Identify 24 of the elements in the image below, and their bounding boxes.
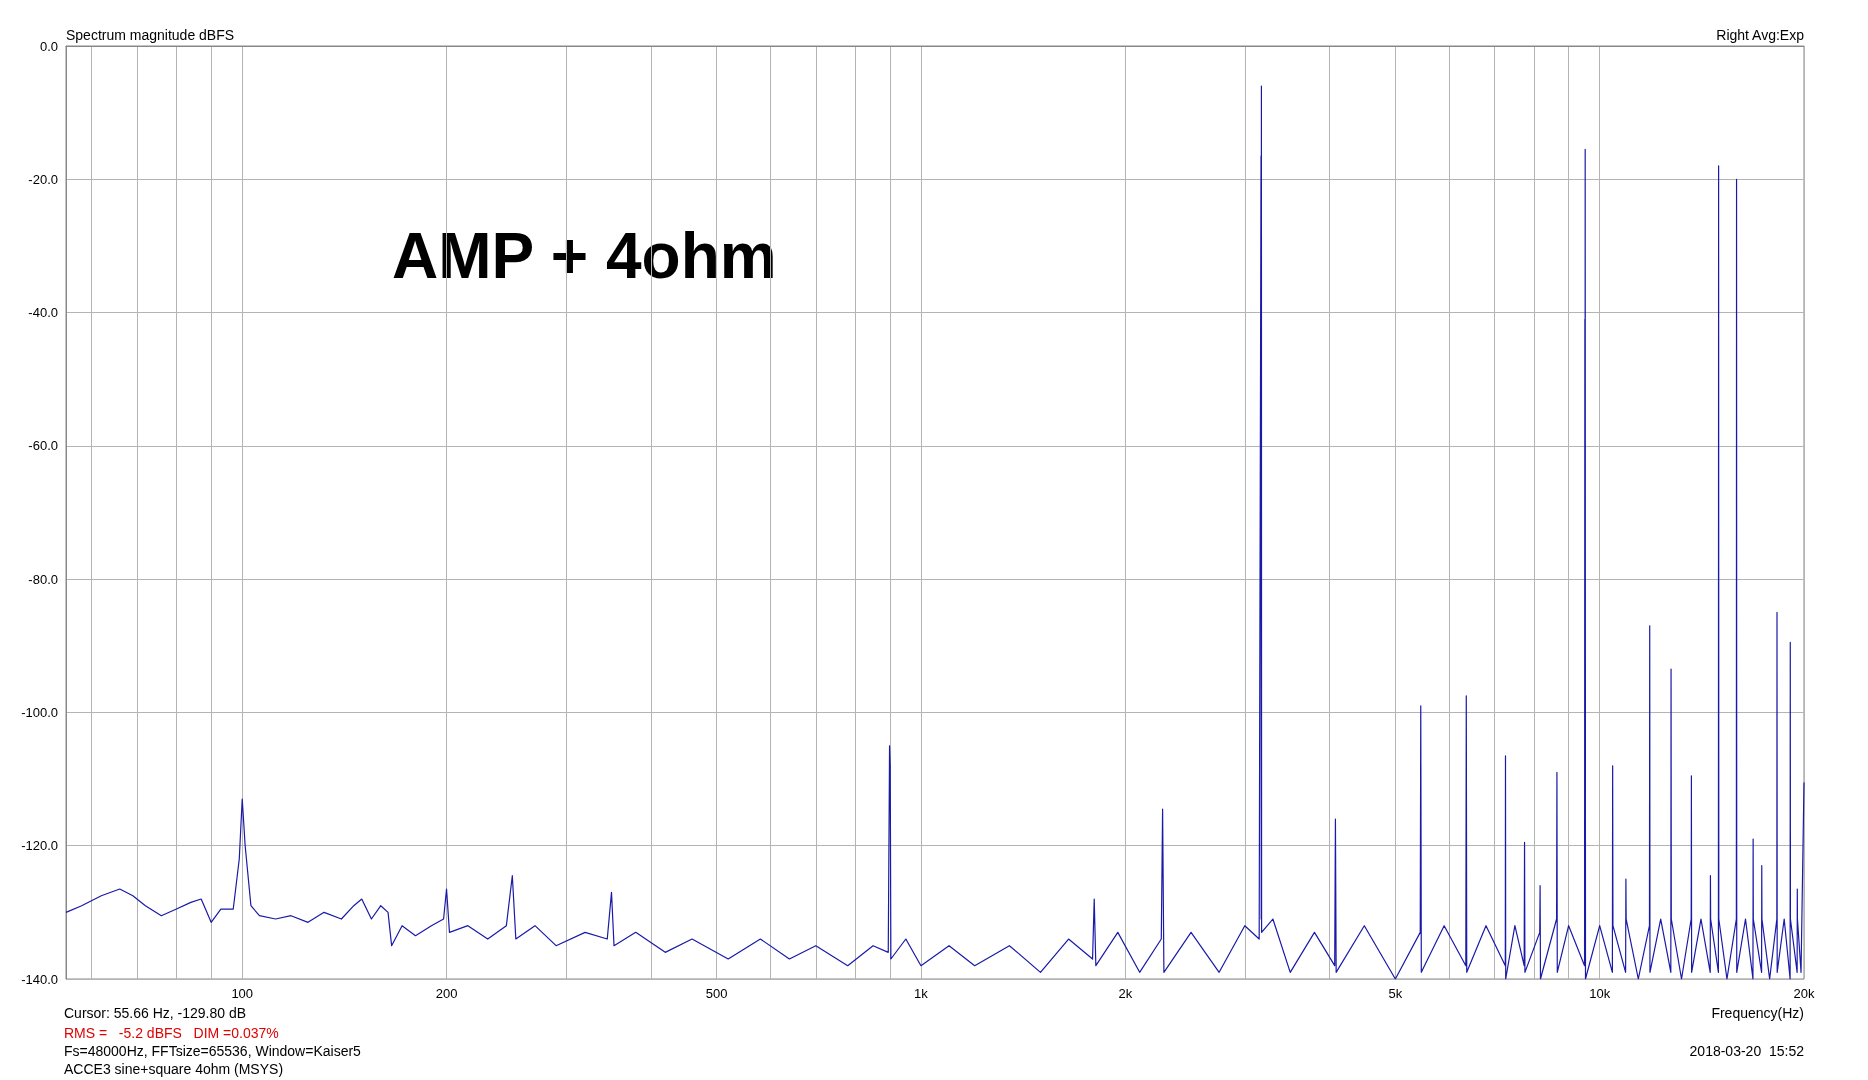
x-tick-label: 5k [1388, 986, 1403, 1001]
text: Cursor: 55.66 Hz, -129.80 dB [64, 1005, 247, 1021]
x-tick-label: 20k [1793, 986, 1815, 1001]
text: Right Avg:Exp [1716, 27, 1805, 43]
text: Fs=48000Hz, FFTsize=65536, Window=Kaiser5 [64, 1043, 362, 1059]
x-tick-label: 100 [231, 986, 254, 1001]
y-tick-label: -60.0 [28, 438, 58, 454]
x-tick-label: 1k [914, 986, 929, 1001]
chart-title: Spectrum magnitude dBFS [66, 27, 235, 43]
x-tick-label: 10k [1589, 986, 1611, 1001]
y-tick-label: -140.0 [21, 971, 58, 987]
y-tick-label: -80.0 [28, 571, 58, 587]
x-tick-label: 200 [435, 986, 458, 1001]
y-tick-label: -120.0 [21, 838, 58, 854]
y-tick-label: -40.0 [28, 305, 58, 321]
text: ACCE3 sine+square 4ohm (MSYS) [64, 1061, 284, 1077]
y-tick-label: 0.0 [39, 38, 58, 54]
text: 2018-03-20 15:52 [1689, 1043, 1805, 1059]
x-tick-label: 2k [1118, 986, 1133, 1001]
text: RMS = -5.2 dBFS DIM =0.037% [64, 1025, 279, 1041]
y-tick-label: -100.0 [21, 704, 58, 720]
x-tick-label: 500 [705, 986, 728, 1001]
x-axis-title: Frequency(Hz) [1711, 1005, 1804, 1021]
y-tick-label: -20.0 [28, 171, 58, 187]
